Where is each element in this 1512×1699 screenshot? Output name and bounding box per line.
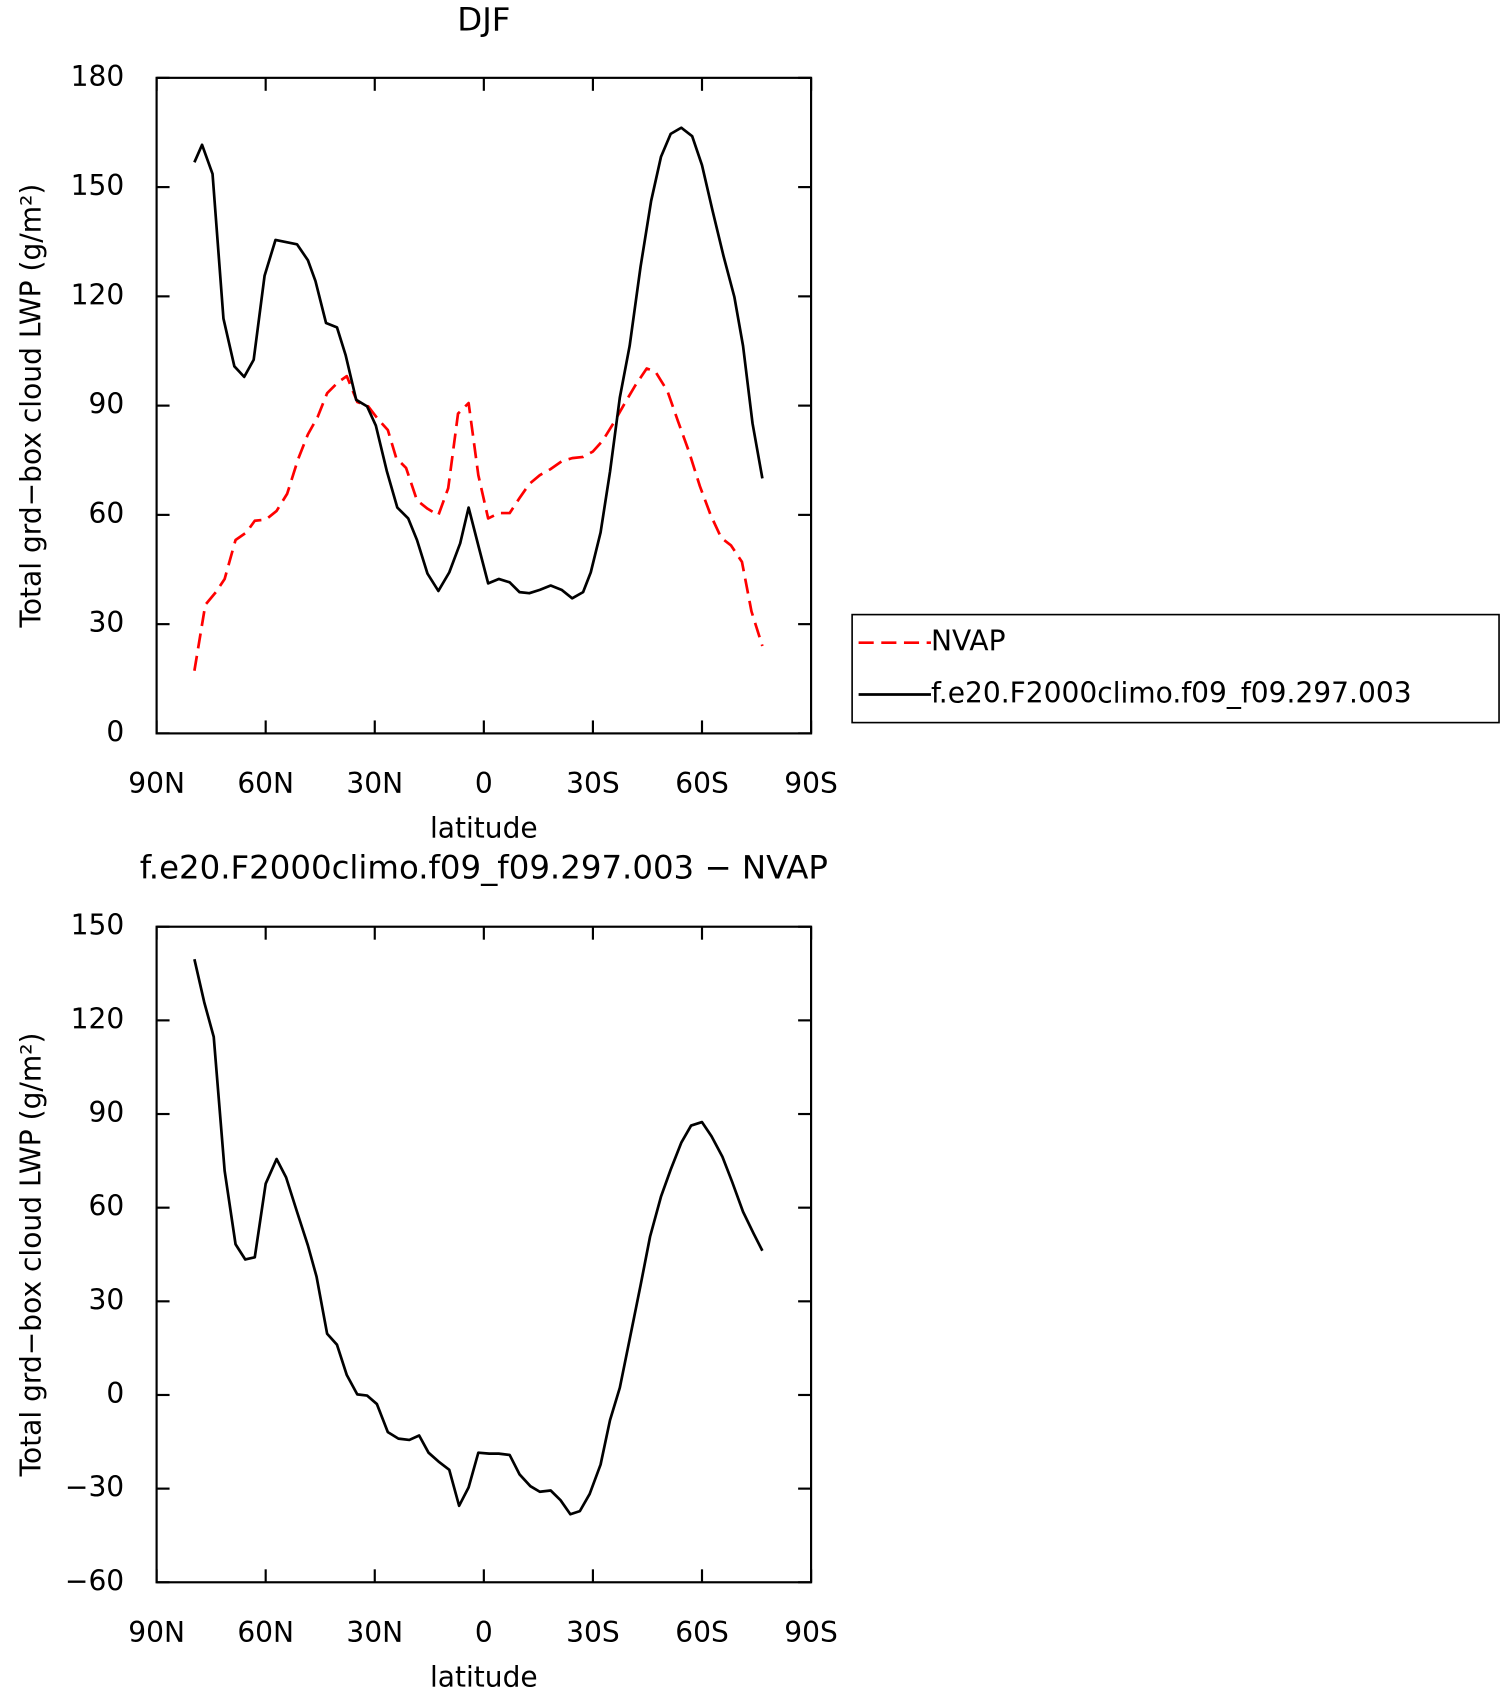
y-tick-label: 30 [88, 1283, 124, 1316]
x-tick-label: 0 [475, 1616, 493, 1649]
y-axis-label: Total grd−box cloud LWP (g/m²) [14, 184, 47, 629]
x-axis-label: latitude [430, 812, 538, 845]
y-tick-label: 150 [71, 169, 125, 202]
x-tick-label: 90S [784, 1616, 838, 1649]
plot-frame [155, 76, 813, 735]
x-tick-label: 60N [237, 767, 294, 800]
x-tick-label: 90N [128, 1616, 185, 1649]
x-tick-label: 30N [346, 767, 403, 800]
x-tick-label: 60N [237, 1616, 294, 1649]
data-line [193, 126, 764, 600]
x-tick-label: 0 [475, 767, 493, 800]
y-tick-label: −60 [65, 1564, 124, 1597]
y-tick-label: 180 [71, 60, 125, 93]
x-tick-label: 60S [675, 767, 729, 800]
legend-box [851, 613, 1500, 724]
legend-label: f.e20.F2000climo.f09_f09.297.003 [931, 677, 1412, 710]
x-tick-label: 30N [346, 1616, 403, 1649]
chart-title: DJF [457, 1, 510, 39]
x-tick-label: 90N [128, 767, 185, 800]
y-tick-label: 120 [71, 278, 125, 311]
y-axis-label: Total grd−box cloud LWP (g/m²) [14, 1033, 47, 1478]
y-tick-label: 60 [88, 497, 124, 530]
y-tick-label: −30 [65, 1471, 124, 1504]
data-line [193, 958, 764, 1516]
x-tick-label: 90S [784, 767, 838, 800]
y-tick-label: 90 [88, 388, 124, 421]
x-tick-label: 30S [566, 767, 620, 800]
y-tick-label: 0 [106, 1377, 124, 1410]
y-tick-label: 60 [88, 1190, 124, 1223]
x-axis-label: latitude [430, 1660, 538, 1693]
plot-frame [155, 925, 813, 1584]
x-tick-label: 30S [566, 1616, 620, 1649]
y-tick-label: 120 [71, 1002, 125, 1035]
x-tick-label: 60S [675, 1616, 729, 1649]
data-line [193, 367, 764, 671]
y-tick-label: 0 [106, 715, 124, 748]
y-tick-label: 150 [71, 909, 125, 942]
chart-title: f.e20.F2000climo.f09_f09.297.003 − NVAP [140, 848, 828, 886]
y-tick-label: 90 [88, 1096, 124, 1129]
legend-label: NVAP [931, 625, 1006, 658]
y-tick-label: 30 [88, 606, 124, 639]
